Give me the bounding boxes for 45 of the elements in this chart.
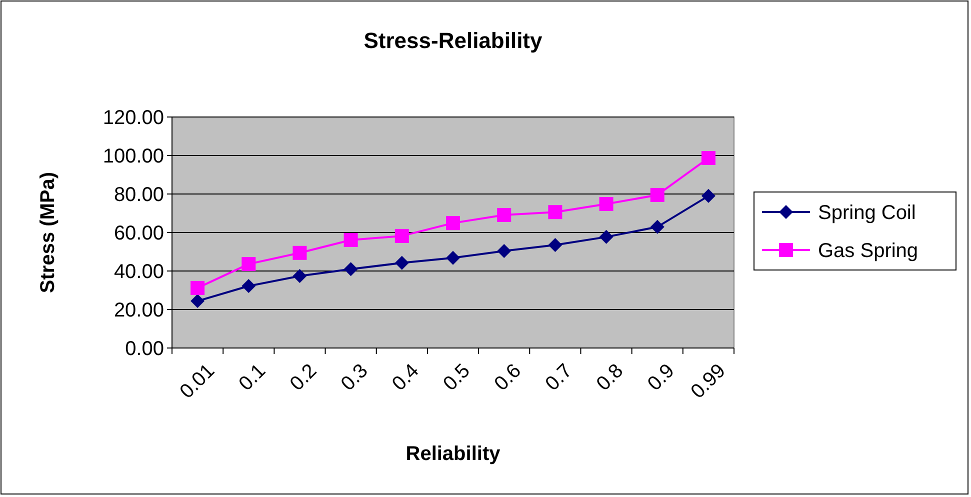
point xyxy=(599,197,614,212)
point xyxy=(548,205,562,220)
x-tick-label: 0.1 xyxy=(234,360,270,396)
x-tick-label: 0.6 xyxy=(490,360,526,396)
x-tick-label: 0.99 xyxy=(686,360,730,403)
point xyxy=(190,280,205,295)
y-tick-label: 100.00 xyxy=(102,146,164,168)
x-tick-label: 0.7 xyxy=(541,360,577,396)
x-tick-label: 0.3 xyxy=(337,360,372,396)
y-tick-label: 120.00 xyxy=(102,107,164,129)
point xyxy=(292,269,307,284)
point xyxy=(190,294,205,308)
y-axis-title: Stress (MPa) xyxy=(37,172,59,294)
x-tick-label: 0.9 xyxy=(644,360,679,396)
x-tick-label: 0.8 xyxy=(592,360,628,396)
point xyxy=(344,262,358,276)
point xyxy=(497,244,512,258)
point xyxy=(548,238,562,252)
x-axis-title: Reliability xyxy=(406,443,502,465)
y-tick-label: 0.00 xyxy=(125,338,164,360)
legend-label: Gas Spring xyxy=(818,240,918,262)
point xyxy=(599,230,614,244)
chart-title: Stress-Reliability xyxy=(364,28,544,53)
point xyxy=(242,257,256,272)
y-tick-label: 80.00 xyxy=(114,184,164,206)
point xyxy=(446,250,460,265)
x-tick-label: 0.2 xyxy=(286,360,322,396)
point xyxy=(701,188,716,203)
point xyxy=(344,233,358,248)
x-tick-label: 0.01 xyxy=(176,360,219,403)
point xyxy=(497,208,512,222)
x-tick-label: 0.5 xyxy=(439,360,474,396)
point xyxy=(446,216,460,230)
point xyxy=(650,188,664,202)
legend-label: Spring Coil xyxy=(818,202,916,224)
point xyxy=(242,279,256,294)
x-tick-label: 0.4 xyxy=(388,360,424,396)
point xyxy=(394,256,409,270)
point xyxy=(292,246,307,260)
point xyxy=(650,220,664,234)
y-tick-label: 60.00 xyxy=(114,222,164,244)
y-tick-label: 40.00 xyxy=(114,261,164,283)
y-tick-label: 20.00 xyxy=(114,300,164,322)
point xyxy=(701,151,716,166)
point xyxy=(394,228,409,243)
